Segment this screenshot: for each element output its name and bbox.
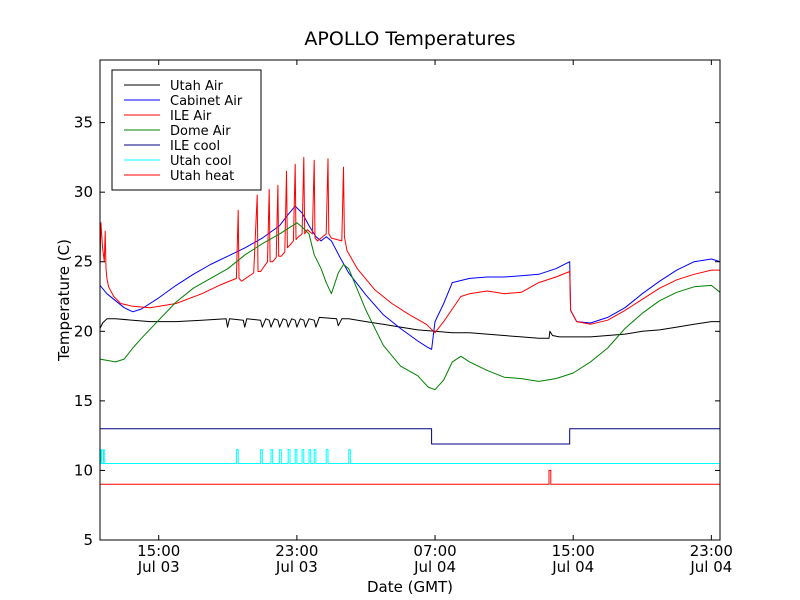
legend-label-utah-air: Utah Air <box>170 79 223 94</box>
series-line-dome-air <box>100 222 720 391</box>
legend-label-ile-air: ILE Air <box>170 109 212 124</box>
series-line-cabinet-air <box>100 205 720 350</box>
series-line-utah-heat <box>100 469 720 485</box>
y-tick-label: 35 <box>74 114 93 132</box>
x-tick-time-label: 23:00 <box>690 542 733 560</box>
legend-label-utah-heat: Utah heat <box>170 169 234 184</box>
y-tick-label: 20 <box>74 322 93 340</box>
x-tick-date-label: Jul 03 <box>275 558 318 576</box>
x-tick-time-label: 07:00 <box>413 542 456 560</box>
legend-label-utah-cool: Utah cool <box>170 154 232 169</box>
x-tick-time-label: 23:00 <box>275 542 318 560</box>
y-axis-label: Temperature (C) <box>55 239 73 362</box>
x-tick-date-label: Jul 04 <box>689 558 732 576</box>
y-tick-label: 30 <box>74 183 93 201</box>
x-tick-date-label: Jul 04 <box>551 558 594 576</box>
y-tick-label: 10 <box>74 461 93 479</box>
y-tick-label: 15 <box>74 392 93 410</box>
y-tick-label: 5 <box>83 531 93 549</box>
legend-label-dome-air: Dome Air <box>170 124 231 139</box>
series-line-ile-air <box>100 156 720 334</box>
x-tick-date-label: Jul 04 <box>413 558 456 576</box>
series-line-utah-cool <box>100 449 720 464</box>
x-tick-date-label: Jul 03 <box>137 558 180 576</box>
chart-title: APOLLO Temperatures <box>304 28 515 50</box>
legend-label-cabinet-air: Cabinet Air <box>170 94 243 109</box>
legend-label-ile-cool: ILE cool <box>170 139 220 154</box>
plot-frame <box>99 59 721 541</box>
series-line-ile-cool <box>100 428 720 445</box>
x-tick-time-label: 15:00 <box>552 542 595 560</box>
series-layer <box>100 156 720 485</box>
series-line-utah-air <box>100 316 720 339</box>
x-tick-time-label: 15:00 <box>137 542 180 560</box>
y-tick-label: 25 <box>74 253 93 271</box>
x-axis-label: Date (GMT) <box>367 578 453 596</box>
